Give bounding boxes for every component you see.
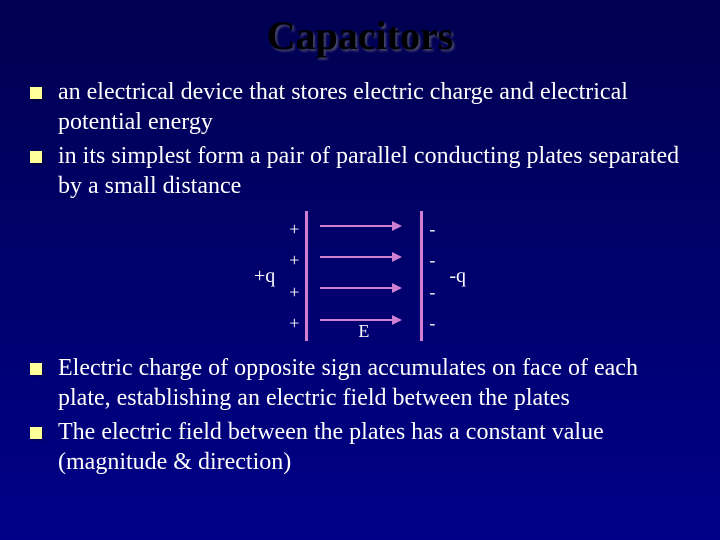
bullet-text: The electric field between the plates ha… — [58, 417, 690, 477]
plus-sign: + — [289, 283, 299, 301]
bullet-square-icon — [30, 87, 42, 99]
right-charge-label: -q — [435, 265, 480, 288]
bullet-text: in its simplest form a pair of parallel … — [58, 141, 690, 201]
left-charge-label: +q — [240, 265, 289, 288]
capacitor-diagram: +q + + + + E - - - - -q — [30, 211, 690, 341]
field-arrow-icon — [320, 287, 400, 289]
list-item: in its simplest form a pair of parallel … — [30, 141, 690, 201]
slide: Capacitors an electrical device that sto… — [0, 0, 720, 540]
bullet-text: an electrical device that stores electri… — [58, 77, 690, 137]
bullet-list-bottom: Electric charge of opposite sign accumul… — [30, 353, 690, 477]
bullet-square-icon — [30, 151, 42, 163]
diagram-inner: +q + + + + E - - - - -q — [240, 211, 480, 341]
list-item: Electric charge of opposite sign accumul… — [30, 353, 690, 413]
list-item: The electric field between the plates ha… — [30, 417, 690, 477]
plus-sign: + — [289, 251, 299, 269]
left-plate — [305, 211, 308, 341]
plus-sign: + — [289, 314, 299, 332]
plus-column: + + + + — [289, 216, 299, 336]
field-arrow-icon — [320, 256, 400, 258]
page-title: Capacitors — [30, 12, 690, 59]
e-field-label: E — [358, 321, 369, 342]
field-gap: E — [314, 211, 414, 341]
minus-sign: - — [429, 314, 435, 332]
bullet-square-icon — [30, 363, 42, 375]
bullet-list-top: an electrical device that stores electri… — [30, 77, 690, 201]
field-arrow-icon — [320, 225, 400, 227]
bullet-text: Electric charge of opposite sign accumul… — [58, 353, 690, 413]
list-item: an electrical device that stores electri… — [30, 77, 690, 137]
bullet-square-icon — [30, 427, 42, 439]
minus-sign: - — [429, 220, 435, 238]
plus-sign: + — [289, 220, 299, 238]
right-plate — [420, 211, 423, 341]
